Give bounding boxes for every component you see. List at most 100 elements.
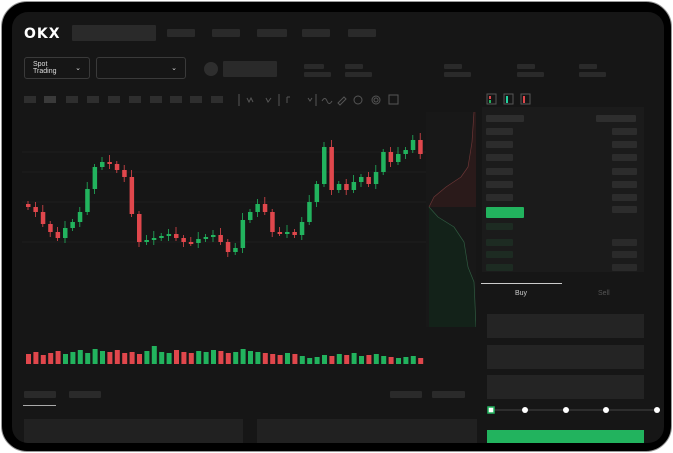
candle-body — [292, 232, 297, 235]
nav-item[interactable] — [257, 29, 287, 37]
stat-value — [579, 72, 606, 77]
volume-bar — [329, 356, 335, 364]
volume-bar — [48, 353, 54, 364]
tab-buy[interactable]: Buy — [515, 290, 528, 297]
ask-price — [486, 141, 513, 148]
candle-body — [159, 236, 164, 238]
volume-bar — [122, 353, 128, 364]
candle-body — [373, 172, 379, 184]
nav-item[interactable] — [302, 29, 330, 37]
search-bar[interactable] — [72, 25, 156, 41]
orderbook-header — [596, 115, 636, 122]
ask-amount — [612, 206, 637, 213]
orderbook-view-icons[interactable] — [486, 93, 536, 105]
stat-value — [304, 72, 331, 77]
candle-body — [351, 182, 357, 190]
volume-bar — [174, 350, 179, 364]
volume-bar — [114, 350, 120, 364]
candle-body — [366, 177, 371, 184]
candle-body — [396, 154, 401, 162]
coin-icon — [204, 62, 218, 76]
volume-bar — [225, 353, 231, 364]
candle-body — [359, 177, 364, 182]
trading-screen: OKX Spot Trading ⌄ ⌄ Buy Sell — [12, 12, 664, 443]
candle-body — [122, 170, 127, 177]
candle-body — [85, 189, 90, 212]
pair-dropdown[interactable]: ⌄ — [96, 57, 186, 79]
volume-bar — [100, 351, 105, 364]
candle-body — [277, 232, 283, 234]
price-input[interactable] — [487, 314, 644, 338]
volume-bar — [85, 353, 91, 364]
volume-bar — [240, 349, 246, 364]
filter-button[interactable] — [432, 391, 465, 398]
volume-bar — [40, 355, 46, 364]
stat-label — [579, 64, 597, 69]
candle-body — [403, 150, 408, 154]
volume-bar — [322, 355, 327, 364]
volume-bar — [137, 354, 142, 364]
volume-bar — [344, 355, 350, 364]
spot-trading-label: Spot Trading — [33, 61, 57, 75]
volume-bar — [373, 354, 379, 364]
volume-bar — [166, 353, 172, 364]
candle-body — [336, 184, 342, 190]
volume-bar — [188, 353, 194, 364]
last-price — [486, 207, 524, 218]
volume-bar — [307, 358, 313, 364]
ask-amount — [612, 154, 637, 161]
volume-bar — [55, 351, 61, 364]
tab-sell[interactable]: Sell — [598, 290, 610, 297]
candlestick-chart[interactable] — [22, 112, 427, 372]
stat-label — [517, 64, 535, 69]
candle-body — [48, 224, 53, 232]
candle-body — [114, 164, 120, 170]
okx-logo[interactable]: OKX — [24, 26, 61, 42]
candle-body — [285, 232, 290, 234]
amount-input[interactable] — [487, 345, 644, 369]
ask-amount — [612, 194, 637, 201]
candle-body — [322, 147, 327, 184]
amount-slider[interactable] — [484, 404, 664, 416]
candle-body — [203, 237, 209, 239]
nav-item[interactable] — [167, 29, 195, 37]
volume-bar — [248, 351, 253, 364]
candle-body — [100, 162, 105, 167]
chart-tool-icons[interactable] — [22, 94, 402, 106]
volume-bar — [351, 353, 357, 364]
volume-bar — [233, 352, 239, 364]
filter-button[interactable] — [390, 391, 422, 398]
depth-chart — [426, 112, 476, 327]
ask-amount — [612, 181, 637, 188]
candle-body — [181, 238, 186, 242]
buy-button[interactable] — [487, 430, 644, 443]
nav-item[interactable] — [348, 29, 376, 37]
bid-price — [486, 264, 513, 271]
volume-bar — [366, 355, 372, 364]
candle-body — [218, 235, 223, 242]
candle-body — [248, 212, 253, 220]
volume-bar — [196, 351, 202, 364]
ask-price — [486, 181, 513, 188]
spot-trading-dropdown[interactable]: Spot Trading ⌄ — [24, 57, 90, 79]
chevron-down-icon: ⌄ — [75, 65, 81, 72]
tab-order-history[interactable] — [69, 391, 101, 398]
volume-bar — [144, 351, 150, 364]
volume-bar — [388, 357, 394, 364]
nav-item[interactable] — [212, 29, 240, 37]
chevron-down-icon: ⌄ — [171, 65, 177, 72]
candle-body — [381, 152, 386, 172]
pair-price — [223, 61, 277, 77]
ask-price — [486, 168, 513, 175]
total-input[interactable] — [487, 375, 644, 399]
volume-bar — [26, 354, 31, 364]
tab-open-orders[interactable] — [24, 391, 56, 398]
candle-body — [410, 140, 416, 150]
stat-label — [304, 64, 324, 69]
volume-bar — [410, 356, 416, 364]
volume-bar — [203, 352, 209, 364]
volume-bar — [277, 355, 283, 364]
candle-body — [225, 242, 231, 252]
volume-bar — [255, 352, 261, 364]
